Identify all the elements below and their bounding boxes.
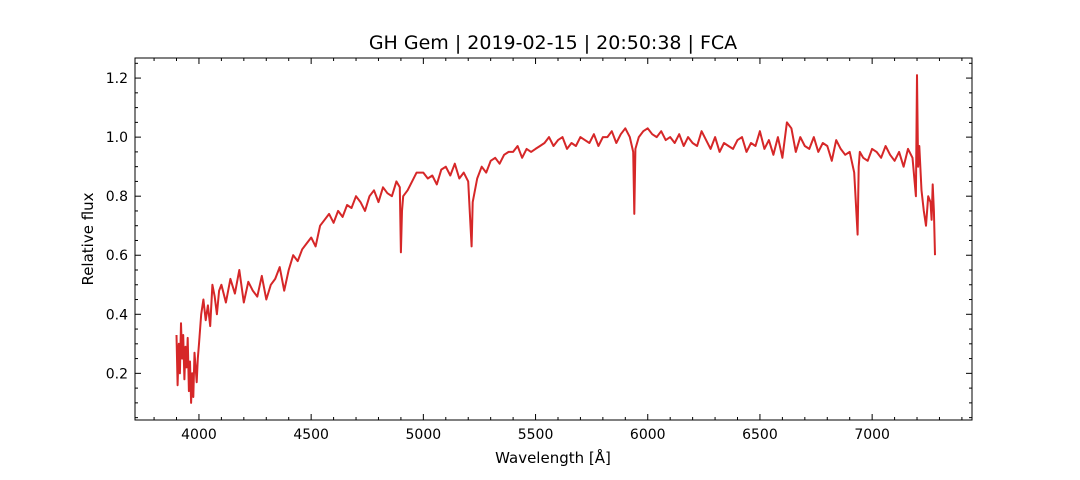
x-tick-label: 4500	[293, 427, 329, 443]
y-tick-label: 0.4	[106, 307, 128, 323]
x-tick-label: 5000	[406, 427, 442, 443]
x-tick-label: 7000	[854, 427, 890, 443]
y-axis-label: Relative flux	[79, 192, 97, 285]
y-tick-label: 0.8	[106, 189, 128, 205]
y-tick-label: 0.2	[106, 366, 128, 382]
x-tick-label: 5500	[518, 427, 554, 443]
x-axis: 4000 4500 5000 5500 6000 6500 7000	[153, 58, 963, 443]
x-tick-label: 6000	[630, 427, 666, 443]
x-tick-label: 6500	[742, 427, 778, 443]
chart-title: GH Gem | 2019-02-15 | 20:50:38 | FCA	[369, 32, 737, 54]
y-axis: 0.2 0.4 0.6 0.8 1.0 1.2	[106, 62, 972, 419]
y-tick-label: 1.2	[106, 71, 128, 87]
x-axis-label: Wavelength [Å]	[495, 448, 611, 467]
spectrum-series-line	[175, 74, 936, 404]
plot-area	[134, 57, 973, 421]
y-tick-label: 0.6	[106, 248, 128, 264]
y-tick-label: 1.0	[106, 130, 128, 146]
series-layer	[175, 74, 936, 404]
plot-frame	[134, 57, 973, 421]
x-tick-label: 4000	[181, 427, 217, 443]
